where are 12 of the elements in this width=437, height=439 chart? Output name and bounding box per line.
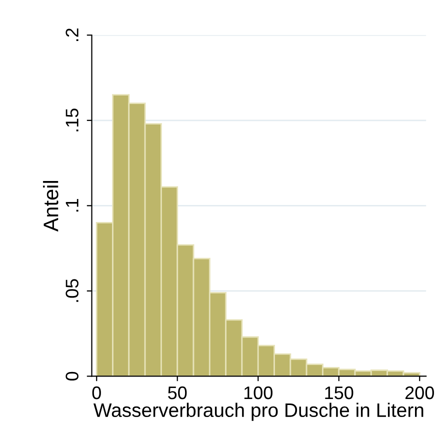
- x-tick-label: 100: [244, 386, 272, 400]
- x-tick-label: 200: [405, 386, 434, 400]
- x-tick-label: 0: [92, 386, 101, 400]
- x-tick-label: 150: [325, 386, 354, 400]
- y-axis-title: Anteil: [43, 181, 58, 232]
- y-tick-label: .2: [66, 28, 78, 41]
- y-tick-label: 0: [66, 372, 78, 381]
- y-tick-label: .1: [66, 199, 78, 212]
- y-tick-label: .05: [66, 279, 78, 302]
- y-tick-label: .15: [66, 108, 78, 132]
- x-axis-title: Wasserverbrauch pro Dusche in Litern: [93, 402, 424, 421]
- x-tick-label: 50: [168, 386, 187, 400]
